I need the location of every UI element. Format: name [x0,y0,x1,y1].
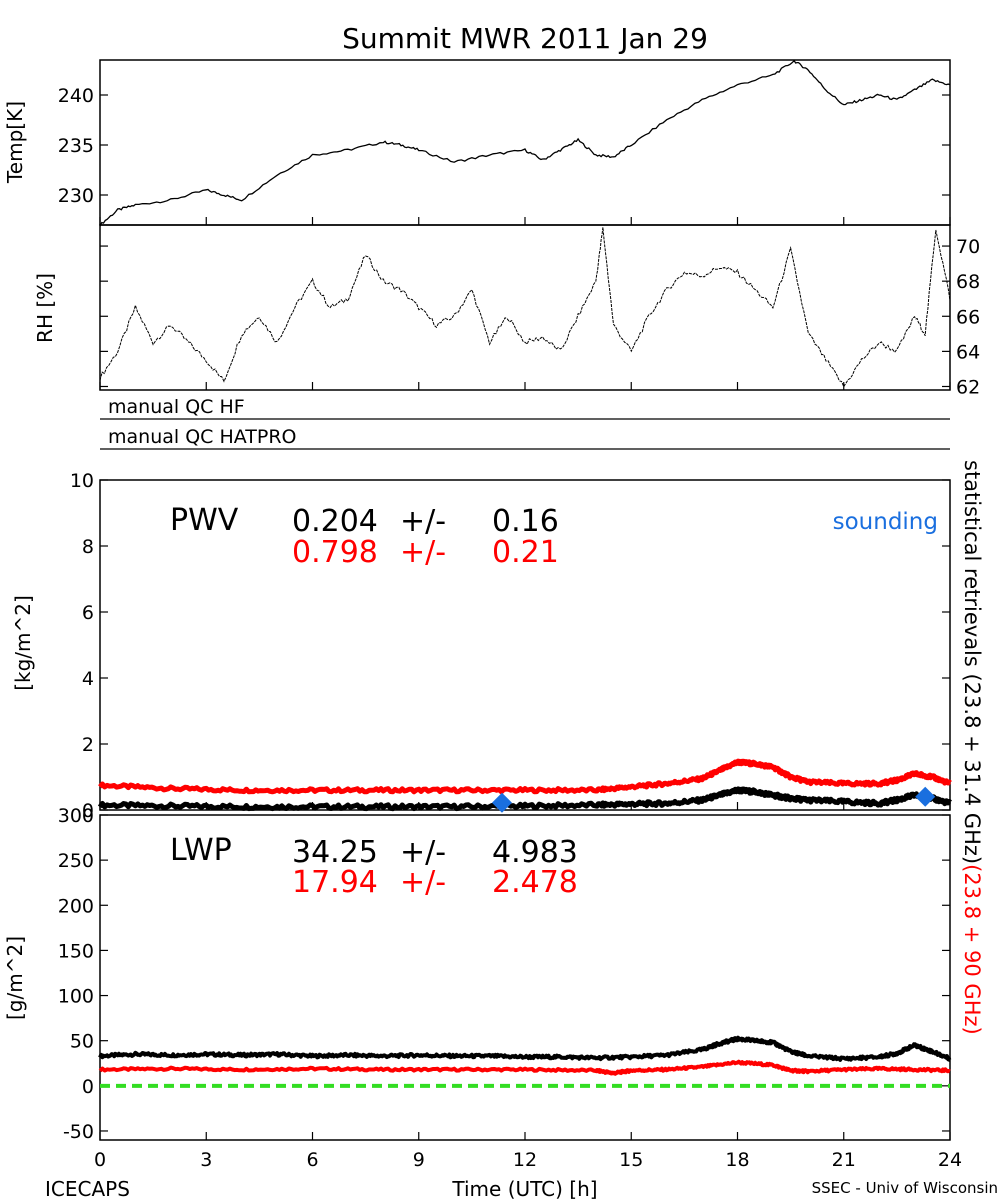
qc-rows: manual QC HF manual QC HATPRO [100,396,950,450]
temperature-panel: 230 235 240 Temp[K] [3,59,951,227]
temperature-y-ticks: 230 235 240 [58,85,950,207]
lwp-y-tick-label: 0 [82,1076,94,1098]
pwv-y-tick-label: 8 [82,536,94,558]
pwv-stat-black-std: 0.16 [492,504,559,539]
pwv-y-tick-label: 2 [82,734,94,756]
rh-line [99,227,951,388]
lwp-stat-red-mean: 17.94 [292,865,378,900]
lwp-stat-red-pm: +/- [400,865,446,900]
rh-y-tick-label: 70 [956,236,980,258]
sounding-legend: sounding [833,509,938,535]
x-tick-label: 12 [513,1149,537,1171]
lwp-y-tick-label: 150 [58,940,94,962]
x-tick-label: 18 [725,1149,749,1171]
lwp-y-tick-label: 100 [58,986,94,1008]
pwv-23-31-ghz-line [97,786,952,812]
pwv-y-tick-label: 10 [70,470,94,492]
qc-hatpro-label: manual QC HATPRO [108,426,297,448]
rh-y-tick-label: 64 [956,341,980,363]
lwp-y-tick-label: -50 [63,1121,94,1143]
x-tick-label: 3 [200,1149,212,1171]
x-tick-label: 6 [306,1149,318,1171]
lwp-stat-black-pm: +/- [400,835,446,870]
temperature-y-tick-label: 230 [58,185,94,207]
pwv-panel: 0 2 4 6 8 10 PWV 0.204 +/- 0.16 0.798 +/- 0.2… [11,470,952,822]
x-tick-label: 21 [832,1149,856,1171]
retrieval-23-90-ghz-label: (23.8 + 90 GHz) [960,864,984,1035]
lwp-y-label: [g/m^2] [3,936,27,1020]
temperature-y-label: Temp[K] [3,101,27,184]
lwp-23-31-ghz-line [98,1035,952,1062]
qc-hf-label: manual QC HF [108,396,245,418]
sounding-point [491,792,512,813]
lwp-stat-black-mean: 34.25 [292,835,378,870]
temperature-plot-frame [99,59,951,226]
x-tick-label: 24 [938,1149,962,1171]
rh-y-tick-label: 62 [956,376,980,398]
pwv-y-ticks: 0 2 4 6 8 10 [70,470,950,822]
x-tick-label: 9 [413,1149,425,1171]
lwp-label: LWP [170,833,232,868]
footer-credit-label: SSEC - Univ of Wisconsin [812,1179,998,1197]
pwv-label: PWV [170,503,239,538]
pwv-stat-red-pm: +/- [400,535,446,570]
pwv-y-tick-label: 0 [82,800,94,822]
sounding-point [915,786,936,807]
figure-title: Summit MWR 2011 Jan 29 [342,22,708,55]
lwp-stat-black-std: 4.983 [492,835,578,870]
rh-y-tick-label: 66 [956,306,980,328]
pwv-stat-red-std: 0.21 [492,535,559,570]
pwv-y-label: [kg/m^2] [11,595,35,691]
retrieval-23-31-ghz-label: statistical retrievals (23.8 + 31.4 GHz) [960,460,984,864]
lwp-stat-red-std: 2.478 [492,865,578,900]
lwp-y-tick-label: 300 [58,805,94,827]
rh-y-label: RH [%] [33,273,57,343]
pwv-stat-black-pm: +/- [400,504,446,539]
lwp-y-tick-label: 250 [58,850,94,872]
temperature-line [99,59,951,227]
temperature-y-tick-label: 240 [58,85,94,107]
temperature-y-tick-label: 235 [58,135,94,157]
retrieval-method-label: statistical retrievals (23.8 + 31.4 GHz)… [960,460,984,1035]
rh-y-ticks: 62 64 66 68 70 [100,236,980,398]
rh-plot-frame [99,224,951,391]
sounding-points [491,786,936,813]
pwv-stat-black-mean: 0.204 [292,504,378,539]
lwp-x-ticks: 0 3 6 9 12 15 18 21 24 [94,217,962,1171]
lwp-23-90-ghz-line [98,1059,951,1076]
pwv-y-tick-label: 4 [82,668,94,690]
pwv-23-90-ghz-line [98,758,952,795]
footer-campaign-label: ICECAPS [45,1177,130,1200]
x-tick-label: 15 [619,1149,643,1171]
x-tick-label: 0 [94,1149,106,1171]
lwp-y-ticks: -50 0 50 100 150 200 250 300 [58,805,950,1143]
x-axis-label: Time (UTC) [h] [451,1177,597,1200]
lwp-y-tick-label: 200 [58,895,94,917]
rh-y-tick-label: 68 [956,271,980,293]
lwp-y-tick-label: 50 [70,1031,94,1053]
pwv-stat-red-mean: 0.798 [292,535,378,570]
rh-panel: 62 64 66 68 70 RH [%] [33,224,980,398]
pwv-y-tick-label: 6 [82,602,94,624]
